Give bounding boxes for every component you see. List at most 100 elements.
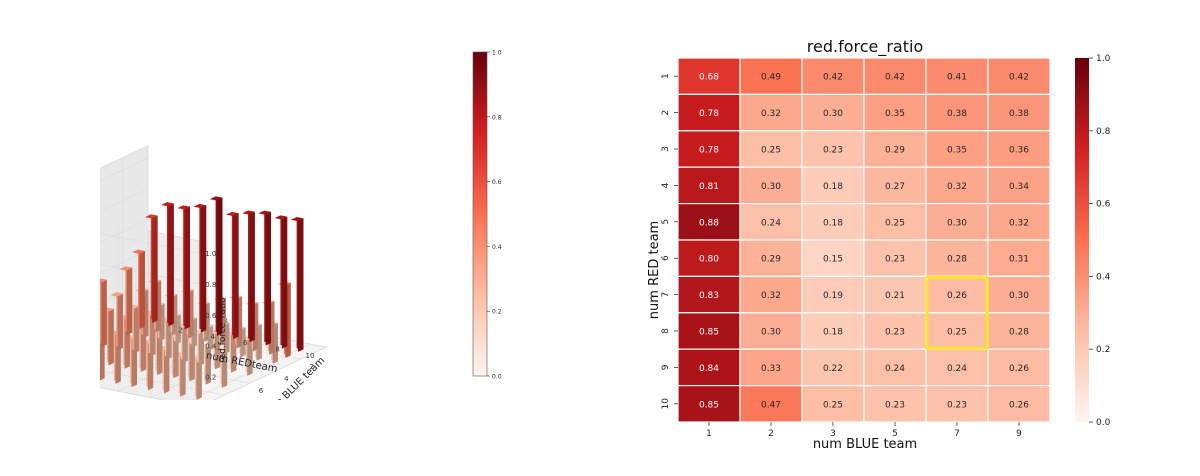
heatmap-cell-label: 0.25: [947, 328, 967, 338]
bar3d-bar: [193, 203, 207, 333]
heatmap-ytick-label: 8: [661, 328, 671, 334]
heatmap-cell-label: 0.25: [885, 218, 905, 228]
bar3d-colorbar: 0.0 0.2 0.4 0.6 0.8 1.0: [472, 50, 502, 381]
heatmap-cells: 0.68 0.49 0.42 0.42 0.41 0.42 0.78 0.32 0.30 0.35…: [677, 57, 1051, 423]
heatmap-xtick-label: 5: [892, 429, 898, 439]
bar3d-xtick-label: 4: [211, 333, 216, 341]
bar3d-colorbar-gradient: [472, 51, 488, 377]
heatmap-xlabel: num BLUE team: [813, 437, 917, 452]
heatmap-cell: [987, 275, 1051, 314]
heatmap-ticks: 1 2 3 5 7 9 1 2 3 4 5 6 7 8 9 10: [661, 73, 1022, 439]
heatmap-cell-label: 0.23: [947, 400, 967, 410]
heatmap-cell: [801, 239, 865, 278]
heatmap-cell-label: 0.31: [1009, 255, 1029, 265]
bar3d-zlabel: red.force_ratio: [218, 297, 228, 363]
heatmap-cell-label: 0.24: [885, 364, 905, 374]
heatmap-cell-label: 0.25: [823, 400, 843, 410]
heatmap-cell: [677, 57, 741, 96]
bar3d-bar: [274, 215, 288, 349]
heatmap-cell-label: 0.30: [761, 182, 781, 192]
heatmap-cell: [739, 57, 803, 96]
heatmap-cell-label: 0.35: [885, 109, 905, 119]
heatmap-ytick-label: 1: [661, 73, 671, 79]
heatmap-cell-label: 0.28: [947, 255, 967, 265]
heatmap-cell-label: 0.21: [885, 291, 905, 301]
heatmap-cell: [987, 57, 1051, 96]
heatmap-cell: [863, 312, 927, 350]
heatmap-xtick-label: 7: [954, 429, 960, 439]
heatmap-cell: [987, 166, 1051, 205]
heatmap-cell-label: 0.19: [823, 291, 843, 301]
heatmap-cell: [987, 312, 1051, 350]
bar3d-bar: [182, 339, 196, 382]
bar3d-ytick-label: 2: [310, 363, 314, 371]
heatmap-cell: [677, 203, 741, 241]
heatmap-cell-label: 0.38: [1009, 109, 1029, 119]
bar3d-bars: [100, 196, 304, 400]
heatmap-cell: [801, 348, 865, 387]
heatmap-cell-label: 0.32: [1009, 218, 1029, 228]
heatmap-ytick-label: 2: [661, 110, 671, 116]
heatmap-cell-label: 0.38: [947, 109, 967, 119]
bar3d-colorbar-tick-label: 0.4: [492, 244, 502, 251]
heatmap-cell-label: 0.35: [947, 146, 967, 156]
heatmap-cell-label: 0.68: [699, 73, 719, 83]
bar3d-bar: [225, 211, 240, 340]
heatmap-cell-label: 0.24: [761, 218, 781, 228]
heatmap-ytick-label: 6: [661, 255, 671, 261]
heatmap-cell: [925, 239, 989, 278]
bar3d-colorbar-tick-label: 0.2: [492, 309, 502, 316]
bar3d-ztick-label: 0.8: [205, 281, 216, 289]
heatmap-cell: [739, 312, 803, 350]
heatmap-cell-label: 0.84: [699, 364, 719, 374]
heatmap-cell: [677, 166, 741, 205]
heatmap-cell-label: 0.30: [1009, 291, 1029, 301]
bar3d-bar: [172, 352, 187, 397]
heatmap-cell-label: 0.83: [699, 291, 719, 301]
bar3d-xtick-label: 10: [306, 352, 315, 360]
heatmap-ylabel: num RED team: [647, 221, 662, 319]
heatmap-xtick-label: 1: [706, 429, 712, 439]
heatmap-cell-label: 0.29: [761, 255, 781, 265]
heatmap-cell: [801, 275, 865, 314]
heatmap-cell-label: 0.36: [1009, 146, 1029, 156]
bar3d-ztick-label: 1.0: [205, 250, 216, 258]
bar3d-bar: [177, 205, 191, 330]
heatmap-cell-label: 0.22: [823, 364, 843, 374]
bar3d-ztick-label: 0.6: [205, 312, 217, 320]
heatmap-cell-label: 0.47: [761, 400, 781, 410]
heatmap-cell: [925, 312, 989, 350]
bar3d-bar: [165, 334, 180, 379]
heatmap-cell-label: 0.28: [1009, 328, 1029, 338]
heatmap-cell-label: 0.30: [947, 218, 967, 228]
heatmap-colorbar-tick-label: 0.0: [1096, 418, 1111, 428]
heatmap-highlight-box: [925, 275, 989, 350]
heatmap-cell: [739, 93, 803, 132]
bar3d-xtick-label: 6: [243, 339, 248, 347]
heatmap-cell-label: 0.29: [885, 146, 905, 156]
heatmap-cell: [925, 275, 989, 314]
bar3d-colorbar-tick-label: 1.0: [492, 50, 502, 57]
heatmap-cell-label: 0.81: [699, 182, 719, 192]
bar3d-bar: [239, 336, 254, 376]
heatmap-cell: [739, 130, 803, 168]
bar3d-xtick-label: 8: [275, 346, 279, 354]
bar3d-colorbar-tick-label: 0.0: [492, 374, 502, 381]
heatmap-title: red.force_ratio: [807, 37, 924, 57]
heatmap-ytick-label: 10: [661, 398, 671, 410]
bar3d-colorbar-tick-label: 0.8: [492, 114, 502, 121]
heatmap-cell-label: 0.88: [699, 218, 719, 228]
heatmap-cell: [987, 130, 1051, 168]
heatmap-cell: [739, 275, 803, 314]
heatmap-ytick-label: 5: [661, 219, 671, 225]
heatmap-xtick-label: 9: [1016, 429, 1022, 439]
heatmap-cell: [677, 348, 741, 387]
bar3d-colorbar-tick-label: 0.6: [492, 179, 502, 186]
heatmap-cell: [801, 166, 865, 205]
heatmap-cell: [739, 348, 803, 387]
bar3d-bar: [144, 214, 159, 324]
heatmap-colorbar-tick-label: 1.0: [1096, 54, 1111, 64]
heatmap-cell: [925, 57, 989, 96]
heatmap-cell: [677, 385, 741, 423]
heatmap-cell-label: 0.24: [947, 364, 967, 374]
